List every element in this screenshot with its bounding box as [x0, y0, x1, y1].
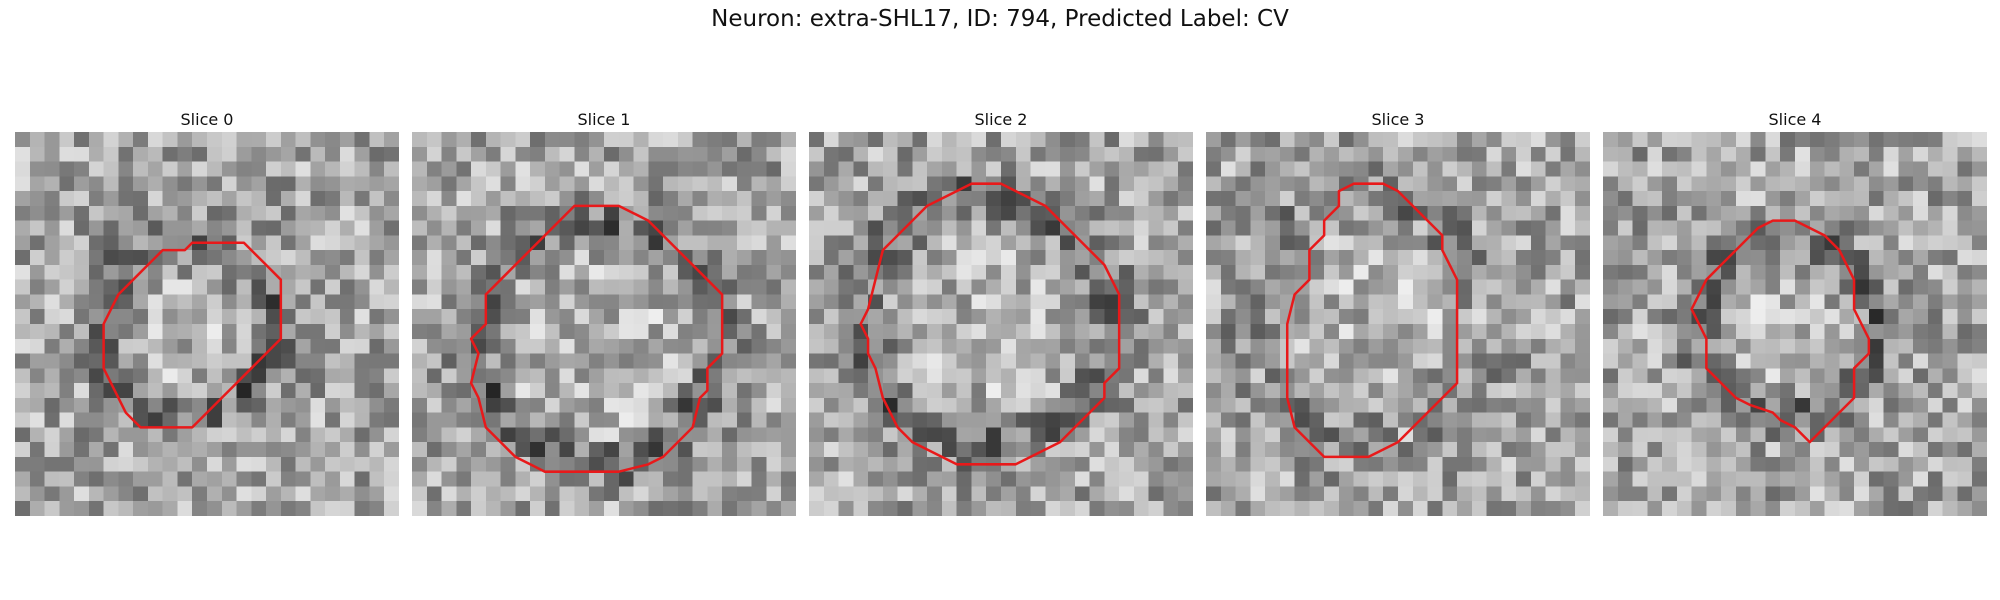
segmentation-contour [1690, 219, 1871, 444]
slice-panel-1: Slice 1 [412, 108, 796, 516]
slice-title: Slice 1 [577, 110, 631, 129]
segmentation-contour [469, 204, 724, 473]
slice-title: Slice 2 [974, 110, 1028, 129]
slice-image [412, 132, 796, 516]
slice-panel-0: Slice 0 [15, 108, 399, 516]
pixel-grid [412, 132, 796, 516]
slice-title: Slice 3 [1371, 110, 1425, 129]
slice-image [1206, 132, 1590, 516]
segmentation-contour [102, 241, 283, 429]
slice-title: Slice 4 [1768, 110, 1822, 129]
slice-image [15, 132, 399, 516]
slice-title: Slice 0 [180, 110, 234, 129]
pixel-grid [15, 132, 399, 516]
pixel-grid [809, 132, 1193, 516]
segmentation-contour [1285, 182, 1459, 459]
slice-image [1603, 132, 1987, 516]
pixel-grid [1603, 132, 1987, 516]
slice-panel-4: Slice 4 [1603, 108, 1987, 516]
slice-panel-3: Slice 3 [1206, 108, 1590, 516]
pixel-grid [1206, 132, 1590, 516]
slice-panel-2: Slice 2 [809, 108, 1193, 516]
figure-title: Neuron: extra-SHL17, ID: 794, Predicted … [711, 6, 1289, 32]
slice-image [809, 132, 1193, 516]
segmentation-contour [859, 182, 1121, 466]
